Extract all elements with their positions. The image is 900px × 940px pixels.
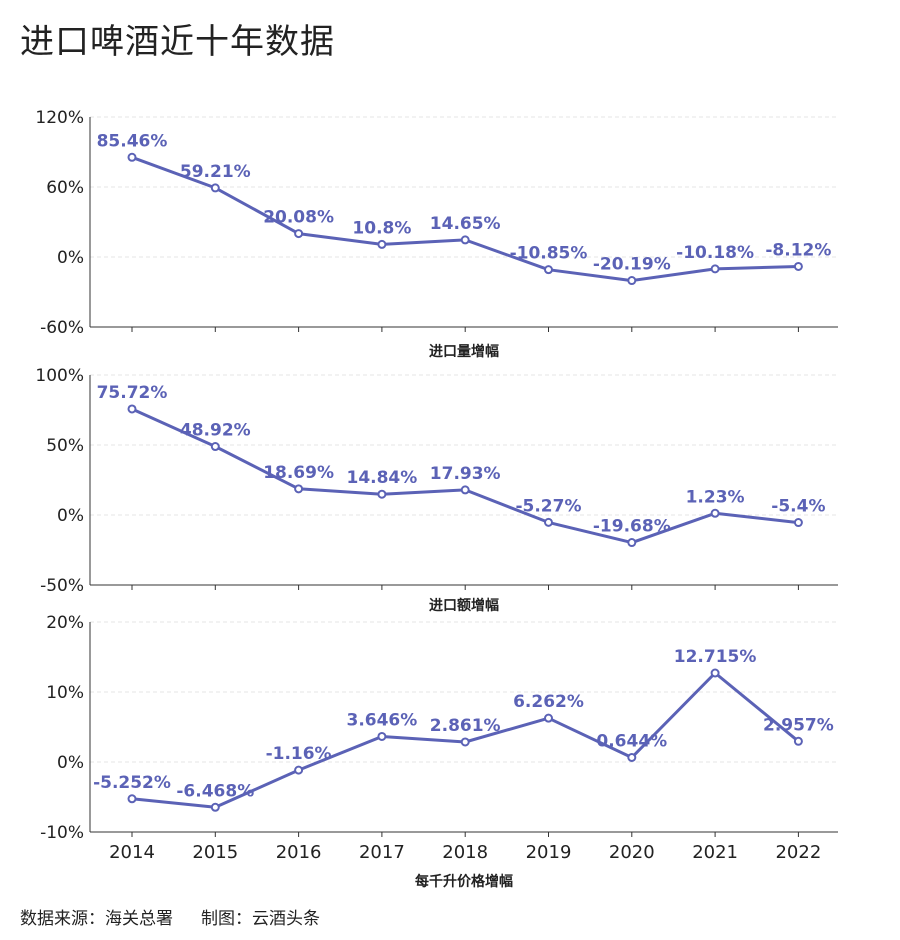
made-by-text: 制图：云酒头条 <box>201 909 320 929</box>
data-label: 10.8% <box>352 218 411 238</box>
x-tick-label: 2019 <box>526 842 572 863</box>
data-label: 14.65% <box>430 214 501 234</box>
chart-caption: 每千升价格增幅 <box>415 873 513 890</box>
y-tick-label: 60% <box>46 178 84 198</box>
chart-panel-1: 120% 60% 0% -60% 85.46% 59.21% 20.08% 10.8% 14.6… <box>35 108 838 360</box>
x-tick-label: 2015 <box>192 842 238 863</box>
data-point <box>710 508 720 518</box>
chart-caption: 进口额增幅 <box>429 597 499 614</box>
data-point <box>793 736 803 746</box>
data-point <box>793 261 803 271</box>
data-point <box>210 183 220 193</box>
page-title: 进口啤酒近十年数据 <box>20 22 335 62</box>
data-label: 14.84% <box>346 468 417 488</box>
data-label: 1.23% <box>686 487 745 507</box>
data-point <box>294 765 304 775</box>
x-tick-label: 2018 <box>442 842 488 863</box>
data-label: 85.46% <box>97 131 168 151</box>
data-label: 6.262% <box>513 692 584 712</box>
y-tick-label: -50% <box>40 576 84 596</box>
chart-panel-2: 100% 50% 0% -50% 75.72% 48.92% 18.69% 14.84% 17.… <box>35 366 838 614</box>
data-label: -5.27% <box>515 496 581 516</box>
data-point <box>710 668 720 678</box>
data-point <box>210 442 220 452</box>
data-point <box>544 517 553 527</box>
data-label: 75.72% <box>97 383 168 403</box>
data-point <box>544 713 553 723</box>
data-label: 18.69% <box>263 463 334 483</box>
data-label: -10.18% <box>676 243 754 263</box>
data-source-text: 数据来源：海关总署 <box>20 909 173 929</box>
data-point <box>377 239 387 249</box>
x-tick-label: 2022 <box>775 842 821 863</box>
chart-caption: 进口量增幅 <box>429 343 499 360</box>
data-point <box>210 802 220 812</box>
source-note: 数据来源：海关总署 制图：云酒头条 <box>20 904 320 929</box>
data-point <box>544 265 553 275</box>
data-label: 3.646% <box>346 710 417 730</box>
data-label: 20.08% <box>263 208 334 228</box>
x-tick-label: 2014 <box>109 842 155 863</box>
data-point <box>710 264 720 274</box>
data-point <box>127 794 137 804</box>
data-label: -1.16% <box>266 744 332 764</box>
data-label: -20.19% <box>593 255 671 275</box>
data-point <box>627 538 637 548</box>
data-label: 59.21% <box>180 162 251 182</box>
data-point <box>793 518 803 528</box>
data-point <box>460 737 470 747</box>
data-label: -5.4% <box>771 497 825 517</box>
y-tick-label: -10% <box>40 823 84 843</box>
data-point <box>127 404 137 414</box>
y-tick-label: 50% <box>46 436 84 456</box>
y-tick-label: 0% <box>57 753 84 773</box>
data-label: -5.252% <box>93 773 171 793</box>
y-tick-label: 0% <box>57 506 84 526</box>
data-label: 48.92% <box>180 421 251 441</box>
data-label: 0.644% <box>596 731 667 751</box>
data-point <box>460 235 470 245</box>
data-label: 12.715% <box>674 647 757 667</box>
x-tick-label: 2020 <box>609 842 655 863</box>
y-tick-label: -60% <box>40 318 84 338</box>
y-tick-label: 20% <box>46 613 84 633</box>
data-point <box>294 229 304 239</box>
x-tick-label: 2017 <box>359 842 405 863</box>
data-point <box>627 276 637 286</box>
data-point <box>377 731 387 741</box>
data-point <box>460 485 470 495</box>
data-label: 2.957% <box>763 715 834 735</box>
data-label: -8.12% <box>765 240 831 260</box>
data-point <box>377 489 387 499</box>
data-point <box>127 152 137 162</box>
data-point <box>627 752 637 762</box>
y-tick-label: 120% <box>35 108 84 128</box>
data-label: -19.68% <box>593 517 671 537</box>
y-tick-label: 0% <box>57 248 84 268</box>
y-tick-label: 100% <box>35 366 84 386</box>
data-label: 2.861% <box>430 716 501 736</box>
data-label: -6.468% <box>176 781 254 801</box>
x-tick-label: 2021 <box>692 842 738 863</box>
y-tick-label: 10% <box>46 683 84 703</box>
data-label: -10.85% <box>510 244 588 264</box>
chart-panel-3: 20% 10% 0% -10% 2014 2015 2016 2017 2018 2019 2020… <box>40 613 838 890</box>
data-label: 17.93% <box>430 464 501 484</box>
x-tick-label: 2016 <box>276 842 322 863</box>
data-point <box>294 484 304 494</box>
